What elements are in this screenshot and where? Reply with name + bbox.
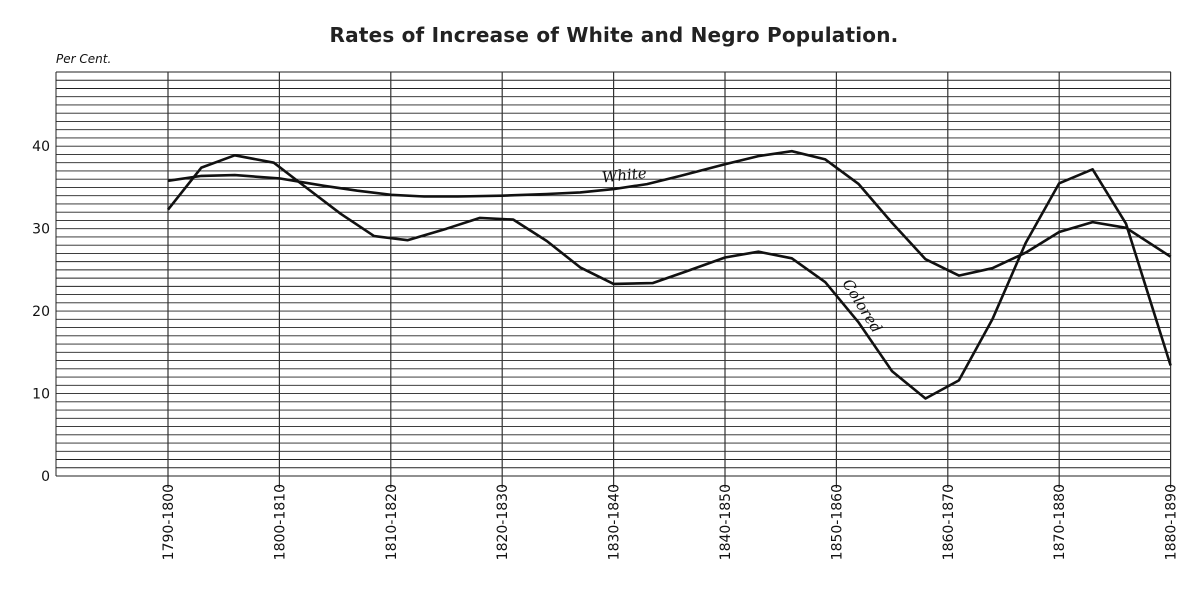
- x-tick-label: 1810-1820: [384, 484, 400, 560]
- y-tick-label: 10: [32, 387, 50, 403]
- y-tick-label: 30: [32, 222, 50, 238]
- y-tick-label: 0: [41, 469, 50, 485]
- series-label-white: White: [601, 164, 648, 187]
- x-axis-ticks: 1790-1800 1800-1810 1810-1820 1820-1830 1830…: [161, 484, 1180, 560]
- x-tick-label: 1880-1890: [1164, 484, 1180, 560]
- y-axis-ticks: 0 10 20 30 40: [32, 139, 50, 485]
- x-tick-label: 1800-1810: [272, 484, 288, 560]
- x-tick-label: 1850-1860: [829, 484, 845, 560]
- y-tick-label: 40: [32, 139, 50, 155]
- x-tick-label: 1870-1880: [1052, 484, 1068, 560]
- y-axis-label: Per Cent.: [56, 52, 111, 66]
- chart-title: Rates of Increase of White and Negro Pop…: [330, 23, 899, 47]
- y-tick-label: 20: [32, 304, 50, 320]
- x-tick-label: 1860-1870: [941, 484, 957, 560]
- grid: [55, 71, 1172, 488]
- series-line-white: [167, 149, 1172, 277]
- x-tick-label: 1830-1840: [607, 484, 623, 560]
- x-tick-label: 1790-1800: [161, 484, 177, 560]
- x-tick-label: 1820-1830: [495, 484, 511, 560]
- series-lines: [166, 149, 1172, 400]
- x-tick-label: 1840-1850: [718, 484, 734, 560]
- series-line-colored: [166, 154, 1172, 400]
